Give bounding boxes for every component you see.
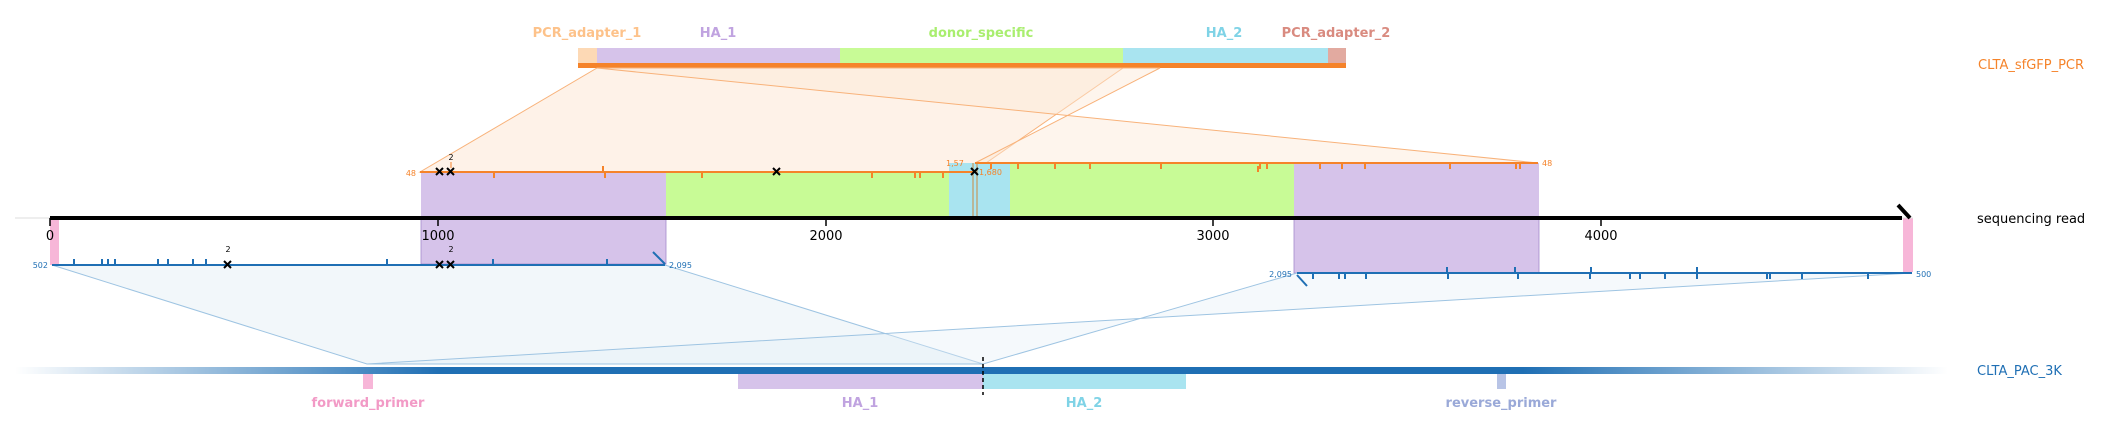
- pcr-strand-bar: [578, 63, 1346, 68]
- ref-label-reverse-primer: reverse_primer: [1446, 396, 1558, 411]
- axis-tick-label-2000: 2000: [809, 229, 842, 244]
- read-block-end-primer: [1903, 218, 1913, 272]
- read-block-ha-1-lower-left: [420, 217, 667, 265]
- lower-left-start-label: 502: [33, 261, 48, 270]
- axis-tick-label-3000: 3000: [1196, 229, 1229, 244]
- pcr-label-adapter-2: PCR_adapter_2: [1282, 26, 1391, 41]
- lower-marker-count-1: 2: [225, 245, 230, 254]
- x-marker: [970, 167, 979, 176]
- axis-tick-label-1000: 1000: [421, 229, 454, 244]
- ref-feature-ha-1: [738, 374, 983, 389]
- upper-alignment: 48 48 1,57 1,680 2: [406, 153, 1552, 218]
- read-block-donor-right: [1010, 163, 1294, 218]
- x-marker: [223, 260, 232, 269]
- read-axis: 0 1000 2000 3000 4000 sequencing read: [15, 203, 2085, 244]
- pcr-feature-ha-2: [1123, 48, 1328, 63]
- ref-feature-reverse-primer: [1497, 374, 1506, 389]
- read-block-start-primer: [50, 218, 59, 265]
- pcr-label-donor-specific: donor_specific: [929, 26, 1034, 41]
- ref-label-ha-2: HA_2: [1066, 396, 1103, 411]
- upper-marker-count: 2: [448, 153, 453, 162]
- ref-feature-forward-primer: [363, 374, 373, 389]
- reference-track: forward_primer HA_1 HA_2 reverse_primer …: [15, 357, 2062, 411]
- lower-marker-count-2: 2: [448, 245, 453, 254]
- pcr-to-read-mapping: [418, 67, 1539, 173]
- lower-alignment-cut-right: [1296, 274, 1308, 287]
- read-to-reference-mapping: [51, 264, 1913, 365]
- upper-left-label: 48: [406, 169, 416, 178]
- read-feature-blocks: [50, 163, 1913, 274]
- ref-label-ha-1: HA_1: [842, 396, 879, 411]
- read-name: sequencing read: [1977, 212, 2085, 227]
- upper-junction-right-label: 1,680: [979, 168, 1002, 177]
- pcr-feature-ha-1: [597, 48, 840, 63]
- read-block-ha-1-left: [421, 172, 666, 218]
- upper-mismatch-ticks: [493, 163, 1521, 178]
- reference-bar: [15, 367, 1948, 374]
- x-marker: [435, 260, 444, 269]
- read-block-ha-1-lower-right: [1293, 217, 1540, 274]
- pcr-feature-adapter-2: [1328, 48, 1346, 63]
- lower-right-end-label: 500: [1916, 270, 1931, 279]
- pcr-label-adapter-1: PCR_adapter_1: [533, 26, 642, 41]
- lower-alignment-cut-left: [652, 251, 666, 265]
- axis-tick-label-0: 0: [46, 229, 54, 244]
- lower-mismatch-ticks: [73, 259, 1869, 279]
- read-axis-ticks: [49, 218, 1602, 226]
- ref-label-forward-primer: forward_primer: [312, 396, 426, 411]
- x-marker: [435, 167, 444, 176]
- pcr-label-ha-1: HA_1: [700, 26, 737, 41]
- x-marker: [446, 260, 455, 269]
- read-block-ha-1-right: [1294, 163, 1539, 218]
- lower-right-start-label: 2,095: [1269, 270, 1292, 279]
- upper-right-label: 48: [1542, 159, 1552, 168]
- upper-deletion-markers: [435, 167, 979, 176]
- pcr-label-ha-2: HA_2: [1206, 26, 1243, 41]
- pcr-feature-adapter-1: [578, 48, 597, 63]
- read-axis-arrowhead: [1896, 203, 1912, 220]
- lower-left-end-label: 2,095: [669, 261, 692, 270]
- lower-deletion-markers: [223, 260, 455, 269]
- axis-tick-label-4000: 4000: [1584, 229, 1617, 244]
- x-marker: [446, 167, 455, 176]
- reference-name: CLTA_PAC_3K: [1977, 364, 2062, 379]
- pcr-product-name: CLTA_sfGFP_PCR: [1978, 58, 2084, 73]
- pcr-feature-donor-specific: [840, 48, 1123, 63]
- lower-alignment: 502 2,095 2,095 500 2 2: [33, 245, 1931, 287]
- ref-feature-ha-2: [983, 374, 1186, 389]
- x-marker: [772, 167, 781, 176]
- pcr-product-track: PCR_adapter_1 HA_1 donor_specific HA_2 P…: [533, 26, 2084, 73]
- upper-junction-left-label: 1,57: [946, 159, 964, 168]
- read-block-donor-left: [666, 172, 949, 218]
